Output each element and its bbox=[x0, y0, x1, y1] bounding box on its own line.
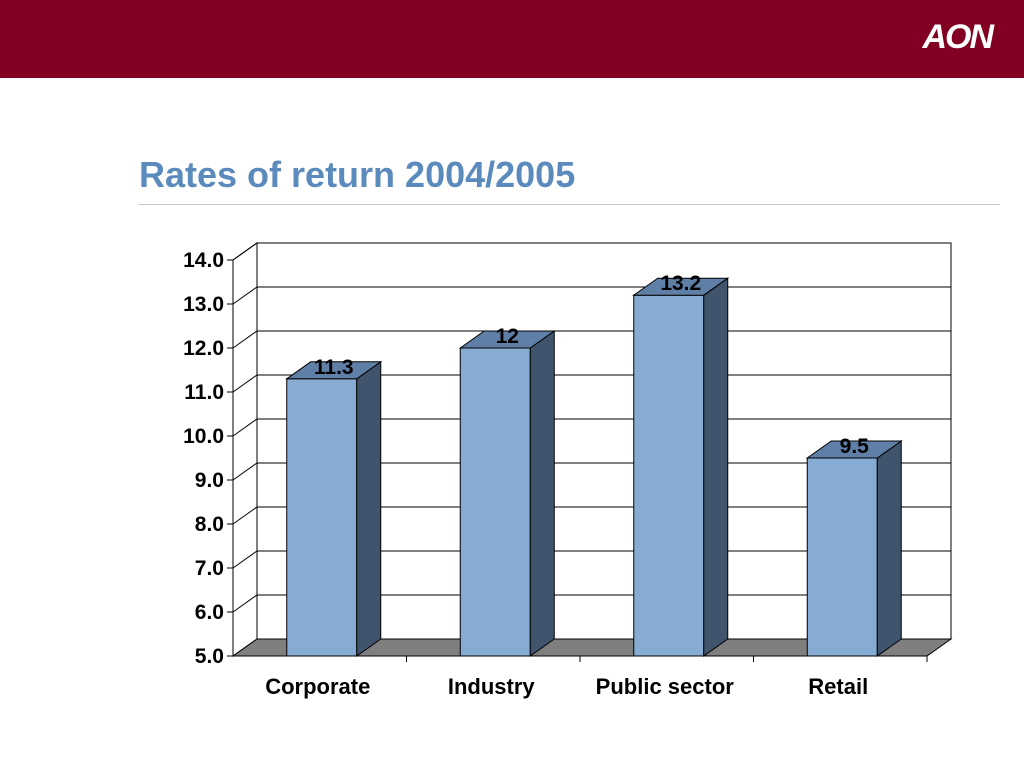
bar-front bbox=[459, 347, 531, 657]
y-tick-label: 11.0 bbox=[184, 381, 224, 404]
bar-side bbox=[356, 360, 382, 657]
y-tick-label: 13.0 bbox=[183, 293, 224, 316]
category-label: Retail bbox=[808, 674, 868, 699]
y-tick-label: 8.0 bbox=[195, 513, 224, 536]
chart-bars bbox=[285, 277, 903, 657]
category-label: Corporate bbox=[265, 674, 370, 699]
bar-front bbox=[806, 457, 878, 657]
data-label: 11.3 bbox=[314, 356, 354, 379]
bar-top bbox=[285, 361, 383, 380]
chart-side-wall bbox=[232, 242, 258, 657]
y-tick-label: 7.0 bbox=[195, 557, 224, 580]
chart-labels: 5.0 6.0 7.0 8.0 9.0 10.0 11.0 12.0 13.0 14.0 11.3 C… bbox=[183, 249, 869, 699]
bar-front bbox=[633, 294, 705, 657]
slide-title: Rates of return 2004/2005 bbox=[139, 154, 576, 195]
aon-logo: AON bbox=[922, 18, 994, 56]
bar-top bbox=[805, 440, 903, 459]
category-label: Public sector bbox=[596, 674, 735, 699]
y-tick-label: 10.0 bbox=[183, 425, 224, 448]
y-tick-label: 14.0 bbox=[183, 249, 224, 272]
bar-side bbox=[529, 330, 555, 657]
y-tick-label: 6.0 bbox=[195, 601, 224, 624]
y-tick-label: 5.0 bbox=[195, 645, 224, 668]
bar-front bbox=[286, 378, 358, 657]
category-label: Industry bbox=[448, 674, 536, 699]
data-label: 12 bbox=[496, 325, 519, 348]
bar-side bbox=[876, 440, 902, 657]
header-band: AON bbox=[0, 0, 1024, 80]
gridline bbox=[232, 242, 951, 261]
data-label: 13.2 bbox=[660, 272, 701, 295]
bar-side bbox=[703, 277, 729, 657]
title-divider bbox=[138, 204, 1000, 205]
y-tick-label: 9.0 bbox=[195, 469, 224, 492]
bar-top bbox=[632, 277, 730, 296]
bar-top bbox=[458, 330, 556, 349]
y-tick-label: 12.0 bbox=[183, 337, 224, 360]
data-label: 9.5 bbox=[840, 435, 870, 458]
